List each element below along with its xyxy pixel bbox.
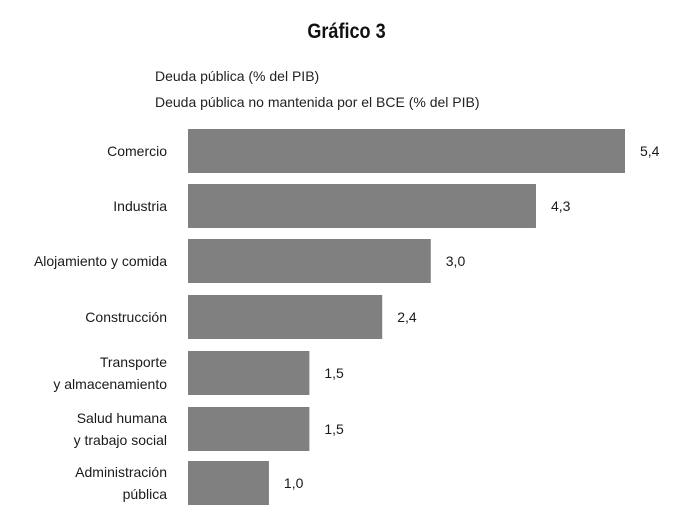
value-label-6: 1,5 [324,421,344,437]
bar-4 [188,295,383,339]
bar-3 [188,239,431,283]
category-label-line: Comercio [107,143,167,159]
category-label-line: y almacenamiento [53,376,167,392]
value-label-5: 1,5 [324,365,344,381]
bar-6 [188,407,310,451]
chart-title: Gráfico 3 [307,20,386,43]
category-label-1: Comercio [107,143,167,159]
category-label-line: Transporte [100,354,167,370]
value-label-3: 3,0 [446,253,466,269]
value-label-4: 2,4 [397,309,417,325]
category-label-4: Construcción [85,309,167,325]
chart-subtitle-debt-not-ecb: Deuda pública no mantenida por el BCE (%… [155,94,480,110]
value-label-7: 1,0 [284,475,304,491]
value-label-2: 4,3 [551,198,571,214]
bar-2 [188,184,536,228]
category-label-2: Industria [113,198,167,214]
category-label-line: Alojamiento y comida [34,253,167,269]
category-label-line: Industria [113,198,167,214]
category-label-line: Administración [75,464,167,480]
category-label-5: Transporte y almacenamiento [53,354,167,392]
bar-5 [188,351,310,395]
category-label-3: Alojamiento y comida [34,253,167,269]
category-label-line: pública [123,486,168,502]
category-label-line: y trabajo social [74,432,167,448]
category-label-line: Salud humana [77,410,168,426]
category-label-6: Salud humana y trabajo social [74,410,168,448]
bar-7 [188,461,269,505]
bar-1 [188,129,625,173]
category-label-line: Construcción [85,309,167,325]
category-label-7: Administración pública [75,464,167,502]
chart-subtitle-debt: Deuda pública (% del PIB) [155,68,320,84]
value-label-1: 5,4 [640,143,660,159]
